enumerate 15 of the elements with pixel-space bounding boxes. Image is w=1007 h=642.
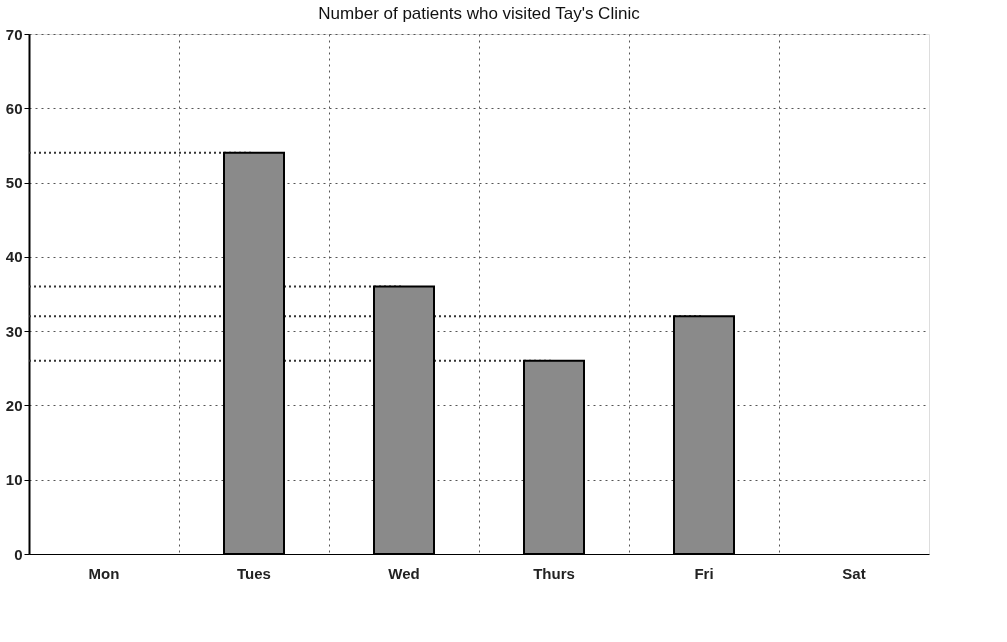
x-tick-label: Thurs: [533, 564, 575, 582]
y-tick-label: 40: [5, 248, 23, 266]
y-tick-label: 10: [5, 471, 23, 489]
y-tick-label: 20: [5, 396, 23, 414]
y-tick-label: 70: [5, 25, 23, 43]
chart-title: Number of patients who visited Tay's Clinic: [318, 4, 641, 23]
x-tick-label: Sat: [842, 564, 866, 582]
x-tick-label: Wed: [388, 564, 420, 582]
y-tick-label: 0: [14, 545, 23, 563]
y-tick-label: 30: [5, 322, 23, 340]
y-tick-label: 50: [5, 174, 23, 192]
x-tick-label: Mon: [88, 564, 120, 582]
x-tick-label: Fri: [694, 564, 714, 582]
y-tick-label: 60: [5, 99, 23, 117]
x-tick-label: Tues: [237, 564, 271, 582]
